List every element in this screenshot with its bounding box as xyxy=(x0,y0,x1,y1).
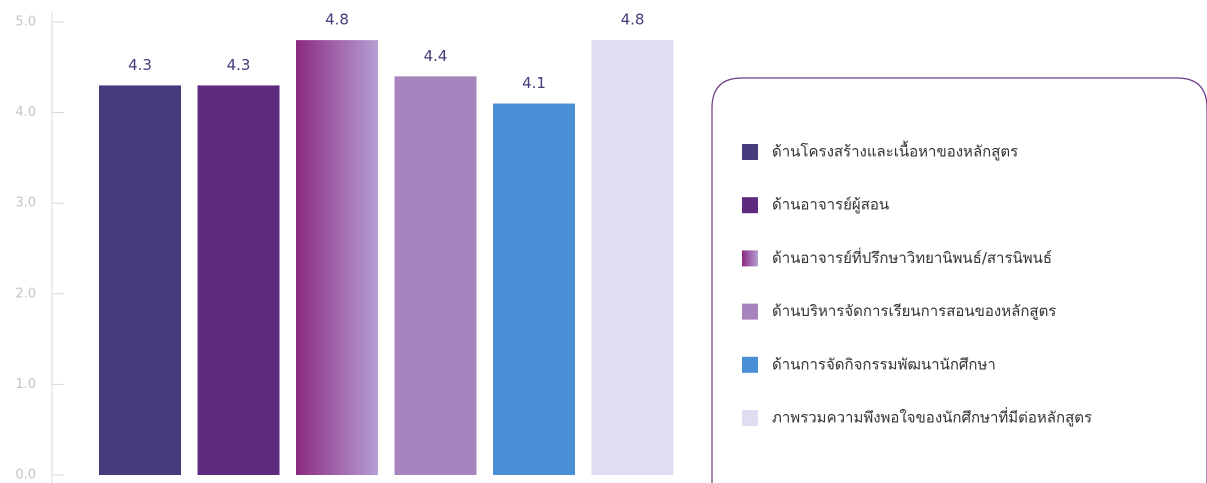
legend-swatch xyxy=(742,303,758,320)
value-label: 4.3 xyxy=(227,56,251,74)
y-tick-label: 2.0 xyxy=(15,286,36,301)
value-label: 4.4 xyxy=(424,47,448,65)
value-label: 4.1 xyxy=(522,74,546,92)
value-label: 4.8 xyxy=(325,11,349,29)
legend-swatch xyxy=(742,250,758,267)
legend-swatch xyxy=(742,410,758,426)
y-tick-label: 4.0 xyxy=(15,105,36,120)
bar xyxy=(296,40,378,476)
legend-label: ภาพรวมความพึงพอใจของนักศึกษาที่มีต่อหลัก… xyxy=(772,407,1092,427)
y-tick-label: 0.0 xyxy=(15,468,36,483)
y-tick-label: 1.0 xyxy=(15,377,36,392)
legend-swatch xyxy=(742,197,758,214)
bar xyxy=(493,103,575,475)
y-tick-label: 5.0 xyxy=(15,15,36,30)
legend-swatch xyxy=(742,144,758,160)
legend-label: ด้านบริหารจัดการเรียนการสอนของหลักสูตร xyxy=(772,302,1056,320)
bar xyxy=(591,40,674,476)
bar xyxy=(394,76,477,476)
legend-box xyxy=(711,77,1207,483)
legend-label: ด้านอาจารย์ผู้สอน xyxy=(772,196,889,214)
value-label: 4.3 xyxy=(128,56,152,74)
value-label: 4.8 xyxy=(621,11,645,29)
legend-label: ด้านโครงสร้างและเนื้อหาของหลักสูตร xyxy=(772,141,1018,161)
legend-label: ด้านการจัดกิจกรรมพัฒนานักศึกษา xyxy=(772,355,996,373)
legend-label: ด้านอาจารย์ที่ปรึกษาวิทยานิพนธ์/สารนิพนธ… xyxy=(772,247,1052,267)
legend-swatch xyxy=(742,356,758,373)
bar xyxy=(197,85,280,476)
y-tick-label: 3.0 xyxy=(15,196,36,211)
bar xyxy=(99,85,181,476)
